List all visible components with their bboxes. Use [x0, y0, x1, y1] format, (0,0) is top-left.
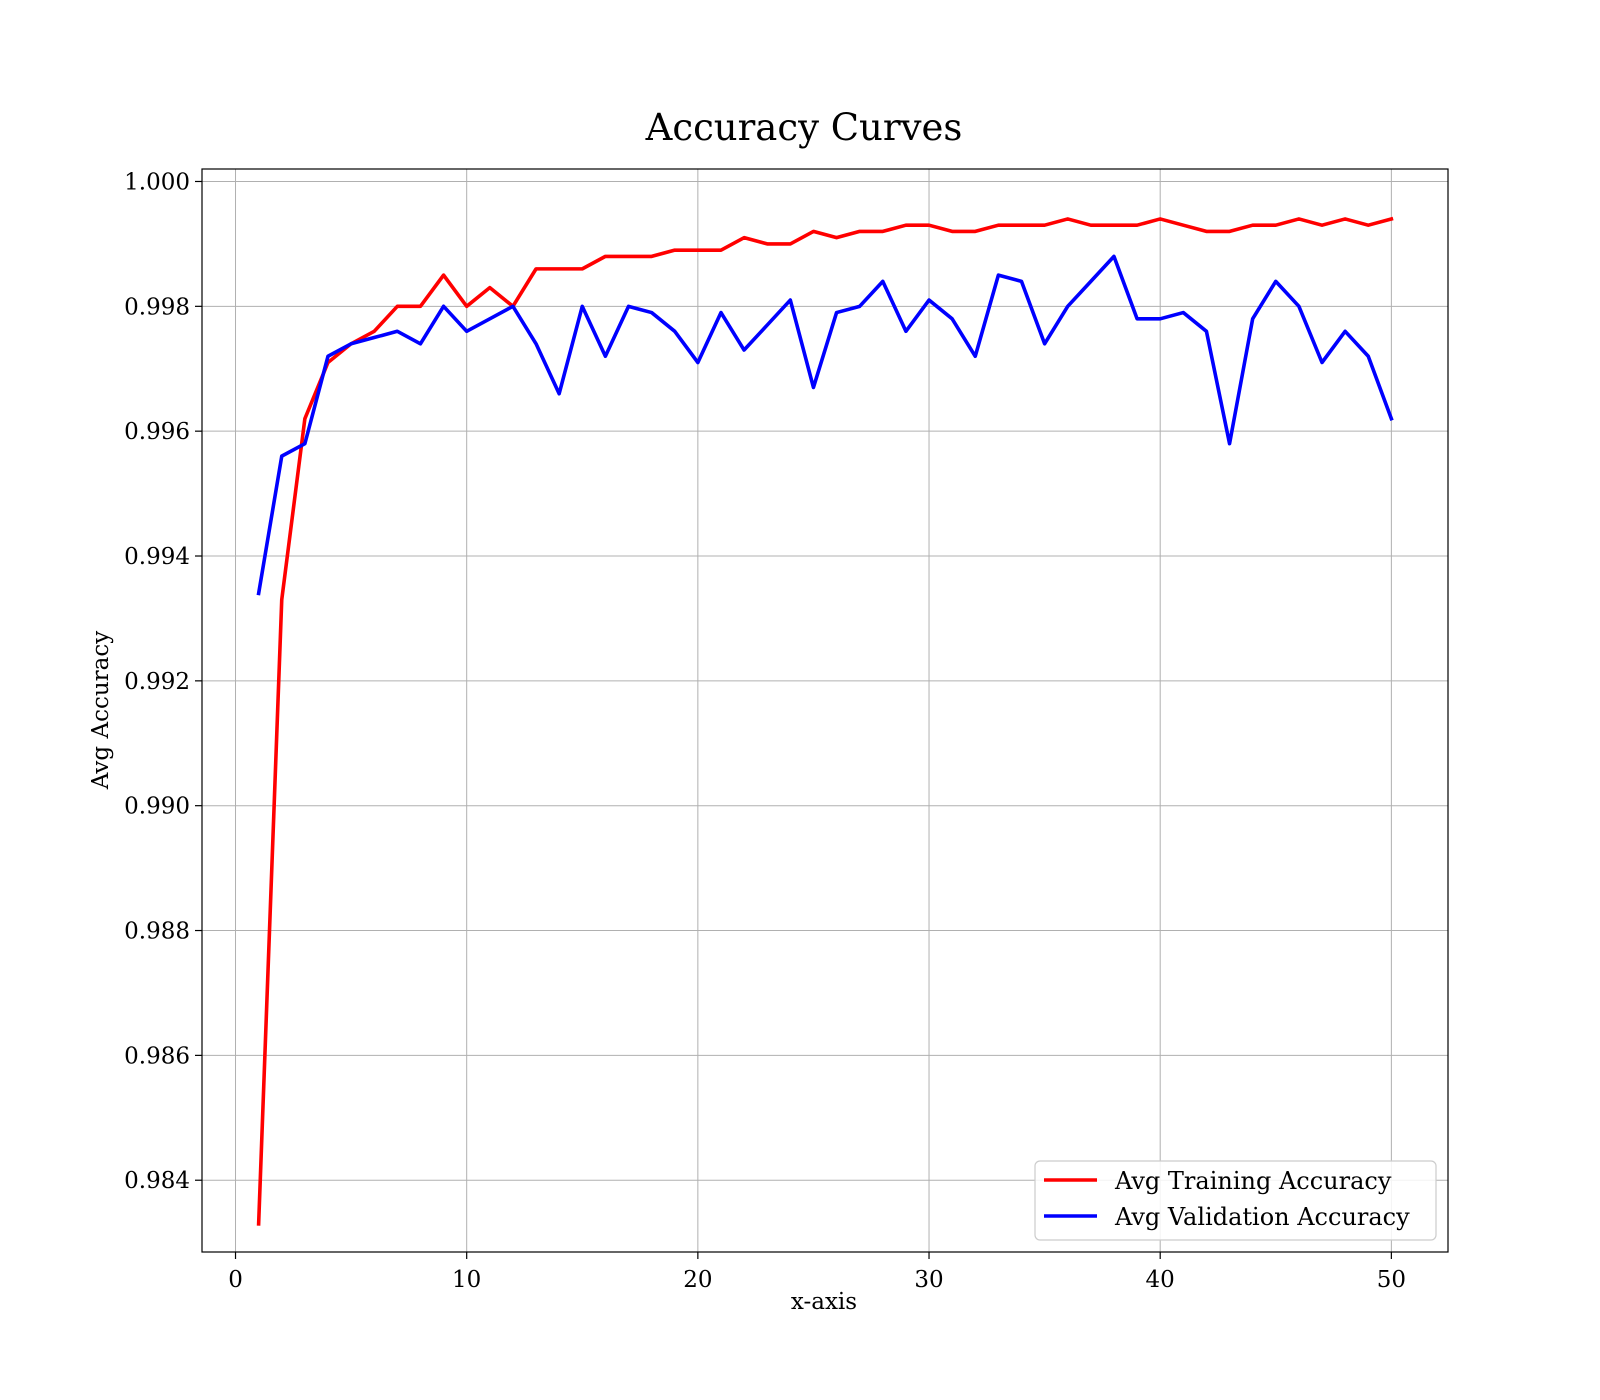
y-axis-ticks: 0.984 0.986 0.988 0.990 0.992 0.994 0.996 0.998… [124, 169, 202, 1194]
y-tick-label: 0.984 [124, 1168, 190, 1194]
x-axis-label: x-axis [791, 1289, 857, 1315]
legend-label-training: Avg Training Accuracy [1114, 1167, 1392, 1195]
grid-lines [202, 169, 1448, 1252]
validation-accuracy-line [256, 254, 1394, 596]
x-tick-label: 0 [228, 1267, 243, 1293]
x-tick-label: 30 [914, 1267, 943, 1293]
y-tick-label: 1.000 [124, 169, 190, 195]
y-tick-label: 0.994 [124, 544, 190, 570]
chart-title: Accuracy Curves [645, 106, 963, 149]
x-tick-label: 50 [1377, 1267, 1406, 1293]
legend-box [1034, 1160, 1437, 1241]
y-axis-label: Avg Accuracy [88, 631, 114, 790]
y-tick-label: 0.992 [124, 669, 190, 695]
y-tick-label: 0.998 [124, 294, 190, 320]
y-tick-label: 0.988 [124, 919, 190, 945]
y-tick-label: 0.986 [124, 1043, 190, 1069]
x-axis-ticks: 0 10 20 30 40 50 [228, 1252, 1406, 1293]
legend-label-validation: Avg Validation Accuracy [1114, 1203, 1410, 1231]
x-tick-label: 40 [1146, 1267, 1175, 1293]
legend: Avg Training Accuracy Avg Validation Acc… [1034, 1160, 1437, 1241]
plot-frame [201, 168, 1449, 1253]
y-tick-label: 0.996 [124, 419, 190, 445]
training-accuracy-line [256, 216, 1394, 1226]
x-tick-label: 10 [452, 1267, 481, 1293]
y-tick-label: 0.990 [124, 794, 190, 820]
x-tick-label: 20 [683, 1267, 712, 1293]
series-layer [256, 216, 1394, 1226]
